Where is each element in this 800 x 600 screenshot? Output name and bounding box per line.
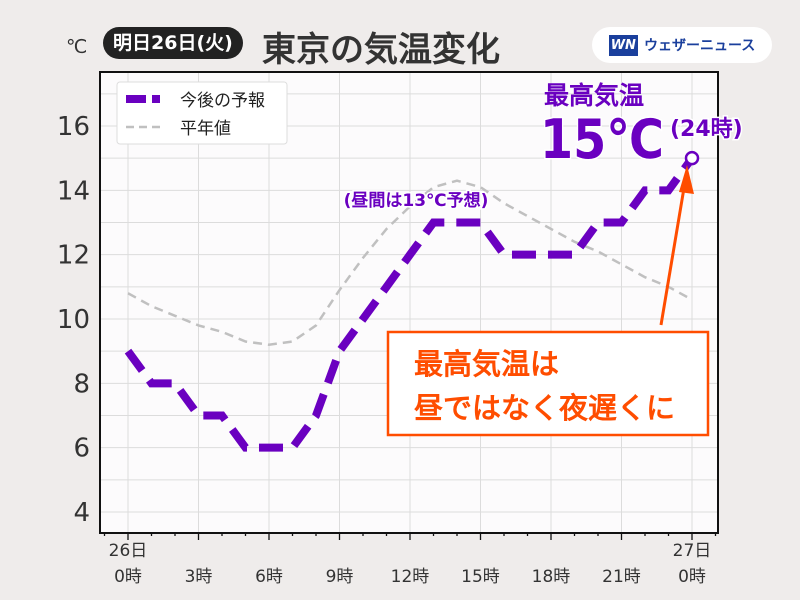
callout-line-2: 昼ではなく夜遅くに <box>414 391 675 425</box>
y-tick-label: 12 <box>57 241 90 271</box>
y-tick-label: 16 <box>57 112 90 142</box>
x-tick-label-date: 26日 <box>109 541 148 561</box>
x-tick-label: 3時 <box>185 567 213 587</box>
x-tick-label: 9時 <box>326 567 354 587</box>
logo-mark: WN <box>608 34 638 56</box>
series-line-forecast <box>124 155 696 452</box>
x-tick-label: 18時 <box>532 567 571 587</box>
y-tick-label: 14 <box>57 176 90 206</box>
x-tick-label-date: 27日 <box>673 541 712 561</box>
weathernews-logo: WN ウェザーニュース <box>592 27 772 63</box>
max-temp-label: 最高気温 <box>544 81 644 110</box>
legend-label-average: 平年値 <box>180 119 231 139</box>
callout-arrow-shaft <box>659 181 687 326</box>
max-point-marker <box>684 150 700 166</box>
x-tick-label: 21時 <box>602 567 641 587</box>
y-tick-label: 10 <box>57 305 90 335</box>
y-tick-label: 6 <box>73 434 90 464</box>
legend-label-forecast: 今後の予報 <box>180 91 265 111</box>
page-title: 東京の気温変化 <box>262 30 500 70</box>
plot-area <box>100 72 718 533</box>
y-tick-label: 4 <box>73 498 90 528</box>
callout-arrow-head <box>679 165 694 194</box>
x-tick-label: 0時 <box>114 567 142 587</box>
unit-label: ℃ <box>66 36 88 58</box>
daytime-note: (昼間は13℃予想) <box>344 190 489 211</box>
logo-text: ウェザーニュース <box>643 38 756 54</box>
y-tick-label: 8 <box>73 369 90 399</box>
x-tick-label: 15時 <box>461 567 500 587</box>
date-badge: 明日26日(火) <box>103 27 243 59</box>
max-temp-time: (24時) <box>670 117 743 142</box>
x-tick-label: 6時 <box>255 567 283 587</box>
callout-box <box>386 330 710 437</box>
plot-frame <box>99 71 719 534</box>
x-tick-label: 0時 <box>678 567 706 587</box>
x-tick-label: 12時 <box>391 567 430 587</box>
max-temp-value: 15℃ <box>540 108 664 171</box>
callout-line-1: 最高気温は <box>414 347 559 381</box>
